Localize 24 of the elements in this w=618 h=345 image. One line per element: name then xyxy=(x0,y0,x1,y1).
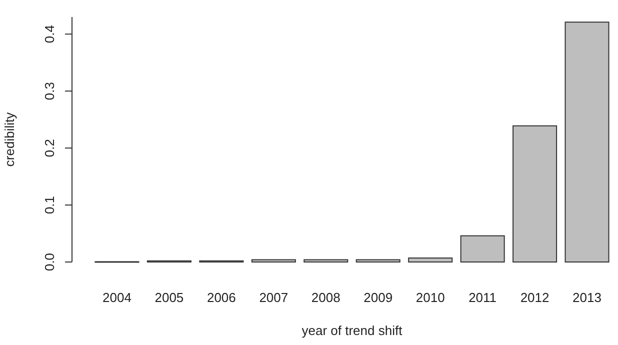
x-tick-label: 2009 xyxy=(364,290,393,305)
bar xyxy=(460,235,505,262)
x-tick-label: 2008 xyxy=(311,290,340,305)
bar xyxy=(512,125,558,262)
x-axis-title: year of trend shift xyxy=(302,323,403,338)
y-tick-label: 0.2 xyxy=(42,139,57,158)
x-tick-label: 2004 xyxy=(102,290,132,305)
x-tick-label: 2010 xyxy=(416,290,445,305)
y-tick-label: 0.3 xyxy=(42,82,57,100)
x-tick-label: 2012 xyxy=(520,290,550,305)
y-axis-title: credibility xyxy=(2,112,17,167)
x-tick-label: 2011 xyxy=(468,290,497,305)
y-tick-label: 0.0 xyxy=(42,252,57,272)
bar xyxy=(408,258,453,262)
y-tick-label: 0.1 xyxy=(42,196,57,214)
bar xyxy=(304,259,348,262)
bar xyxy=(564,22,610,262)
x-tick-label: 2005 xyxy=(154,290,184,305)
x-tick-label: 2013 xyxy=(572,290,602,305)
x-tick-label: 2006 xyxy=(206,290,236,305)
y-tick-label: 0.4 xyxy=(42,25,57,44)
x-tick-label: 2007 xyxy=(259,290,288,305)
bar xyxy=(356,259,400,262)
bar xyxy=(251,259,296,262)
